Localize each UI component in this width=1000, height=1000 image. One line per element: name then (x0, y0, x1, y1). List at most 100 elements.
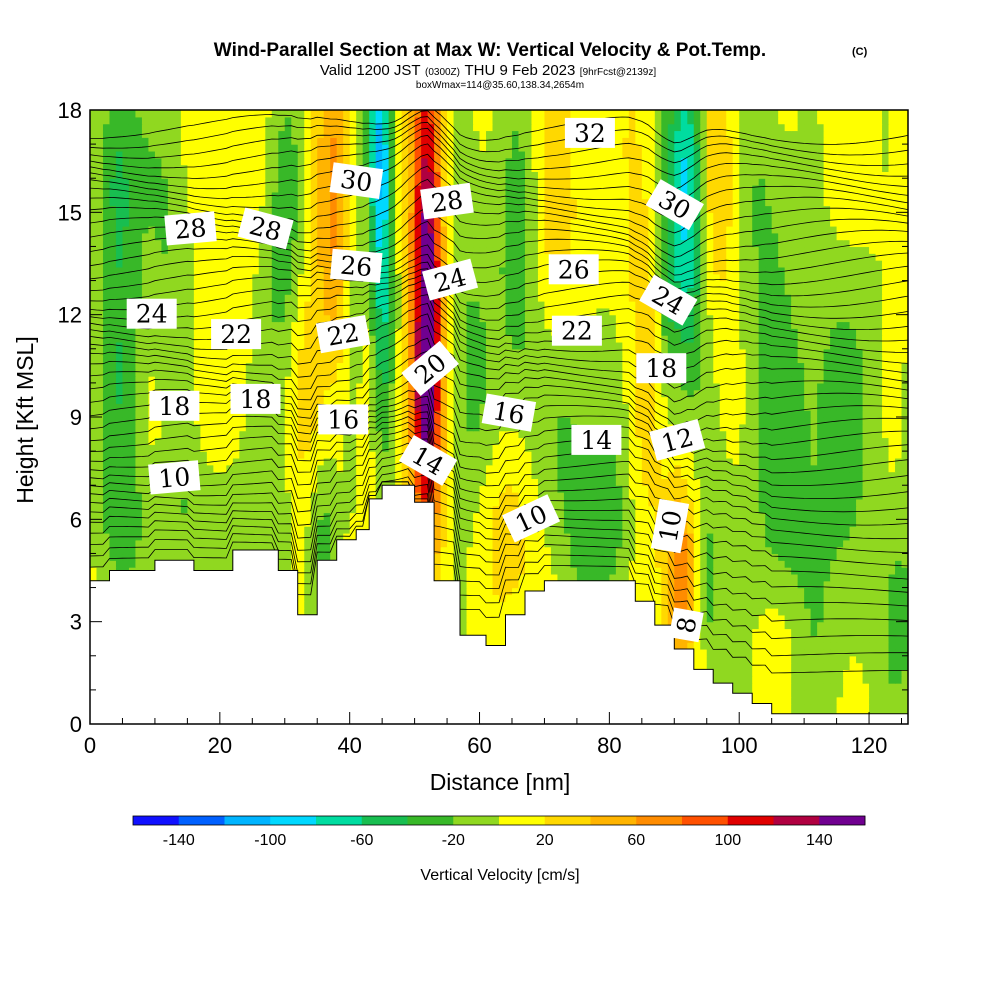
velocity-cell (148, 553, 156, 561)
velocity-cell (719, 464, 727, 473)
velocity-cell (856, 505, 864, 514)
velocity-cell (537, 451, 546, 459)
velocity-cell (700, 498, 708, 507)
velocity-cell (583, 505, 591, 514)
velocity-cell (323, 546, 331, 555)
velocity-cell (583, 498, 591, 507)
velocity-cell (602, 553, 610, 561)
velocity-cell (239, 485, 247, 493)
velocity-cell (726, 621, 734, 630)
velocity-cell (804, 635, 812, 643)
velocity-cell (823, 594, 831, 602)
velocity-cell (687, 642, 695, 650)
velocity-cell (791, 560, 799, 568)
velocity-cell (849, 669, 857, 677)
velocity-cell (90, 451, 98, 459)
velocity-cell (804, 614, 812, 623)
velocity-cell (843, 601, 851, 609)
velocity-cell (752, 642, 760, 650)
velocity-cell (486, 485, 494, 493)
velocity-cell (758, 614, 766, 623)
velocity-cell (882, 485, 890, 493)
velocity-cell (745, 635, 753, 643)
velocity-cell (739, 642, 747, 650)
subtitle-line: Valid 1200 JST (0300Z) THU 9 Feb 2023 [9… (320, 62, 656, 79)
velocity-cell (817, 532, 825, 541)
velocity-cell (810, 573, 818, 582)
velocity-cell (752, 478, 760, 486)
velocity-cell (460, 539, 468, 548)
velocity-cell (330, 457, 338, 466)
velocity-cell (622, 464, 630, 473)
velocity-cell (739, 492, 747, 500)
velocity-cell (693, 648, 701, 657)
velocity-cell (771, 608, 779, 616)
velocity-cell (271, 532, 279, 541)
velocity-cell (882, 642, 890, 650)
velocity-cell (563, 519, 572, 527)
velocity-cell (460, 485, 468, 493)
velocity-cell (758, 464, 766, 473)
velocity-cell (804, 492, 812, 500)
velocity-cell (531, 464, 539, 473)
velocity-cell (206, 498, 214, 507)
velocity-cell (882, 594, 890, 602)
velocity-cell (700, 532, 708, 541)
velocity-cell (499, 485, 507, 493)
velocity-cell (843, 519, 851, 527)
velocity-cell (680, 498, 688, 507)
velocity-cell (570, 485, 578, 493)
velocity-cell (758, 655, 766, 664)
velocity-cell (856, 669, 864, 677)
velocity-cell (843, 553, 851, 561)
velocity-cell (447, 505, 455, 514)
velocity-cell (817, 628, 825, 636)
velocity-cell (343, 451, 351, 459)
velocity-cell (356, 457, 364, 466)
velocity-cell (758, 696, 766, 705)
velocity-cell (473, 594, 481, 602)
velocity-cell (537, 567, 546, 575)
velocity-cell (473, 526, 481, 534)
velocity-cell (888, 560, 896, 568)
velocity-cell (674, 485, 682, 493)
velocity-cell (752, 676, 760, 684)
velocity-cell (641, 546, 649, 555)
velocity-cell (537, 553, 546, 561)
velocity-cell (784, 635, 792, 643)
velocity-cell (187, 512, 195, 520)
velocity-cell (752, 526, 760, 534)
velocity-cell (856, 478, 864, 486)
velocity-cell (596, 464, 604, 473)
velocity-cell (830, 505, 838, 514)
velocity-cell (226, 560, 234, 568)
velocity-cell (576, 526, 584, 534)
velocity-cell (128, 512, 137, 520)
velocity-cell (557, 498, 565, 507)
velocity-cell (304, 471, 312, 479)
velocity-cell (473, 464, 481, 473)
velocity-cell (447, 539, 455, 548)
velocity-cell (875, 464, 883, 473)
velocity-cell (583, 539, 591, 548)
velocity-cell (843, 526, 851, 534)
velocity-cell (135, 526, 143, 534)
velocity-cell (219, 553, 227, 561)
velocity-cell (460, 498, 468, 507)
velocity-cell (797, 471, 805, 479)
velocity-cell (141, 457, 150, 466)
velocity-cell (706, 478, 714, 486)
velocity-cell (654, 485, 662, 493)
velocity-cell (823, 662, 831, 671)
velocity-cell (888, 628, 896, 636)
velocity-cell (849, 662, 857, 671)
velocity-cell (895, 635, 903, 643)
velocity-cell (862, 478, 870, 486)
velocity-cell (473, 560, 481, 568)
velocity-cell (252, 451, 260, 459)
velocity-cell (641, 567, 649, 575)
velocity-cell (765, 662, 773, 671)
velocity-cell (875, 594, 883, 602)
velocity-cell (804, 553, 812, 561)
velocity-cell (589, 512, 597, 520)
